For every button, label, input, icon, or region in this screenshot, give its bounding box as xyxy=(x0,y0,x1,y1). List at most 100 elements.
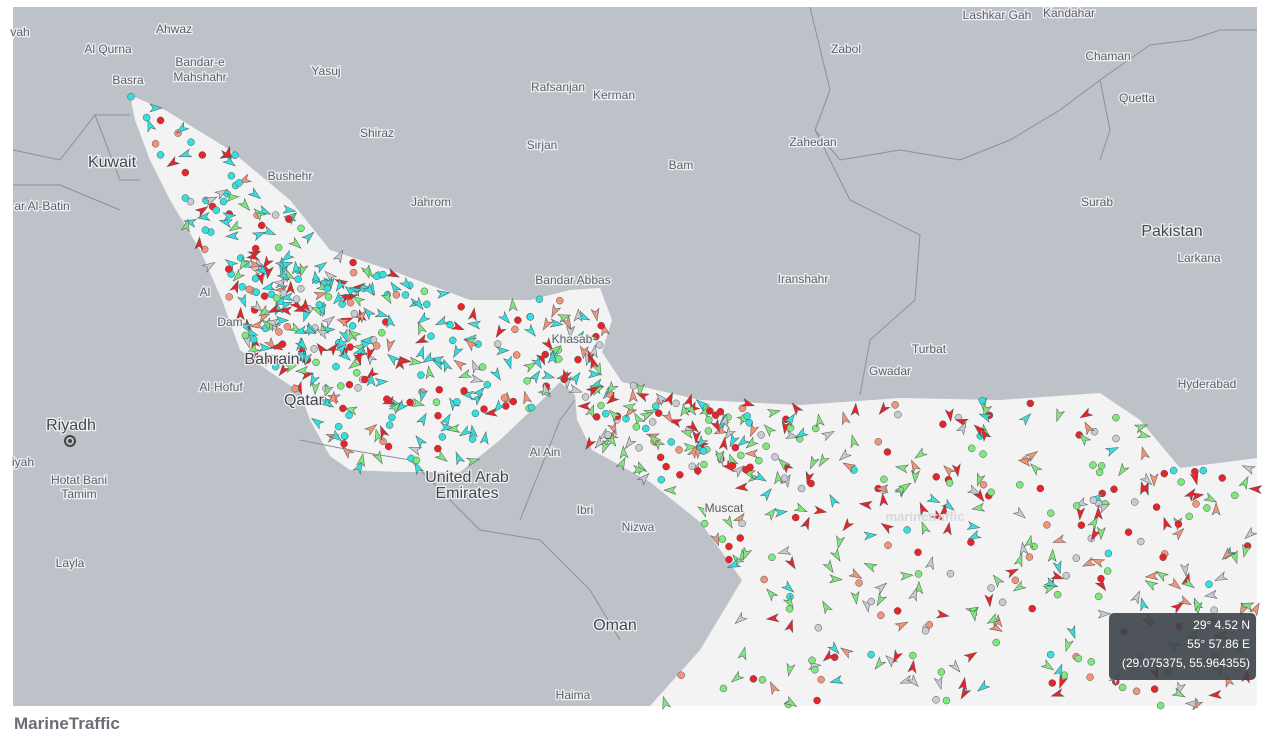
vessel xyxy=(345,411,353,420)
vessel xyxy=(328,390,337,405)
vessel xyxy=(514,316,522,324)
vessel xyxy=(683,442,698,452)
vessel xyxy=(315,329,330,340)
vessel xyxy=(348,357,362,370)
place-label: Riyadh xyxy=(46,417,96,434)
vessel xyxy=(926,493,941,504)
vessel xyxy=(1139,472,1153,486)
vessel xyxy=(893,607,902,615)
vessel xyxy=(435,385,444,394)
vessel xyxy=(449,336,457,345)
vessel xyxy=(662,695,672,710)
vessel xyxy=(963,651,978,663)
vessel xyxy=(607,380,619,395)
place-label: Ibri xyxy=(577,503,594,517)
place-label: Mahshahr xyxy=(173,70,226,84)
vessel xyxy=(297,284,305,293)
place-label: Jahrom xyxy=(411,195,451,209)
vessel xyxy=(986,613,1001,624)
vessel xyxy=(585,333,599,343)
vessel xyxy=(1160,469,1169,478)
vessel xyxy=(251,244,260,253)
vessel xyxy=(415,435,428,449)
vessel xyxy=(1185,512,1193,521)
vessel xyxy=(694,467,702,475)
vessel xyxy=(508,298,518,312)
vessel xyxy=(829,675,844,684)
vessel xyxy=(1043,521,1051,529)
vessel xyxy=(354,384,362,392)
vessel xyxy=(980,427,992,442)
vessel xyxy=(166,156,181,168)
vessel xyxy=(604,431,612,439)
vessel xyxy=(471,409,480,418)
vessel xyxy=(1199,466,1208,475)
place-label: Oman xyxy=(593,617,637,634)
vessel xyxy=(742,465,750,474)
vessel xyxy=(1177,478,1185,486)
vessel xyxy=(264,265,274,280)
vessel xyxy=(734,611,748,625)
vessel xyxy=(438,433,447,441)
vessel xyxy=(634,412,645,427)
vessel xyxy=(769,681,780,696)
vessel xyxy=(247,351,259,366)
borders xyxy=(12,6,1257,641)
vessel xyxy=(313,291,328,301)
vessel xyxy=(1089,496,1098,505)
vessel xyxy=(893,649,904,664)
vessel xyxy=(526,313,535,321)
vessel xyxy=(719,413,728,428)
vessel xyxy=(262,225,277,236)
vessel xyxy=(1169,466,1178,475)
place-label: Qatar xyxy=(284,392,325,409)
vessel xyxy=(1214,571,1229,581)
vessel xyxy=(271,211,280,219)
vessel xyxy=(415,345,425,361)
vessel xyxy=(385,267,400,278)
vessel xyxy=(1024,450,1039,463)
vessel xyxy=(850,434,860,449)
place-label: Larkana xyxy=(1177,251,1221,265)
place-label: Haima xyxy=(556,688,591,702)
vessel xyxy=(728,461,737,470)
vessel xyxy=(685,419,699,433)
vessel xyxy=(713,424,728,435)
vessel xyxy=(460,387,468,395)
vessel xyxy=(419,388,429,403)
vessel xyxy=(380,425,390,440)
vessel xyxy=(786,424,795,432)
vessel xyxy=(417,371,425,379)
vessel xyxy=(271,362,280,371)
vessel xyxy=(378,328,386,337)
vessel xyxy=(1079,407,1094,419)
vessel xyxy=(784,618,793,634)
vessel xyxy=(992,574,1005,588)
vessel xyxy=(606,392,620,405)
vessel xyxy=(695,399,709,412)
vessel xyxy=(361,375,369,384)
vessel xyxy=(842,517,855,532)
vessel xyxy=(656,453,665,462)
vessel xyxy=(351,295,366,308)
vessel xyxy=(334,343,347,357)
vessel xyxy=(335,278,348,292)
place-label: Yasuj xyxy=(311,64,340,78)
vessel xyxy=(786,662,796,677)
place-label: Surab xyxy=(1081,195,1113,209)
coordinate-box: 29° 4.52 N 55° 57.86 E (29.075375, 55.96… xyxy=(1109,613,1256,680)
place-label: Sirjan xyxy=(527,138,558,152)
vessel xyxy=(311,417,325,430)
vessel xyxy=(911,470,921,484)
vessel xyxy=(730,670,745,683)
vessel xyxy=(752,470,767,482)
vessel xyxy=(176,121,190,134)
vessel xyxy=(624,435,637,450)
vessel xyxy=(483,407,498,417)
vessel xyxy=(363,307,376,321)
vessel xyxy=(267,290,276,299)
vessel xyxy=(1078,433,1092,447)
vessel xyxy=(1156,701,1165,710)
vessel xyxy=(1072,554,1081,562)
vessel xyxy=(336,319,351,328)
